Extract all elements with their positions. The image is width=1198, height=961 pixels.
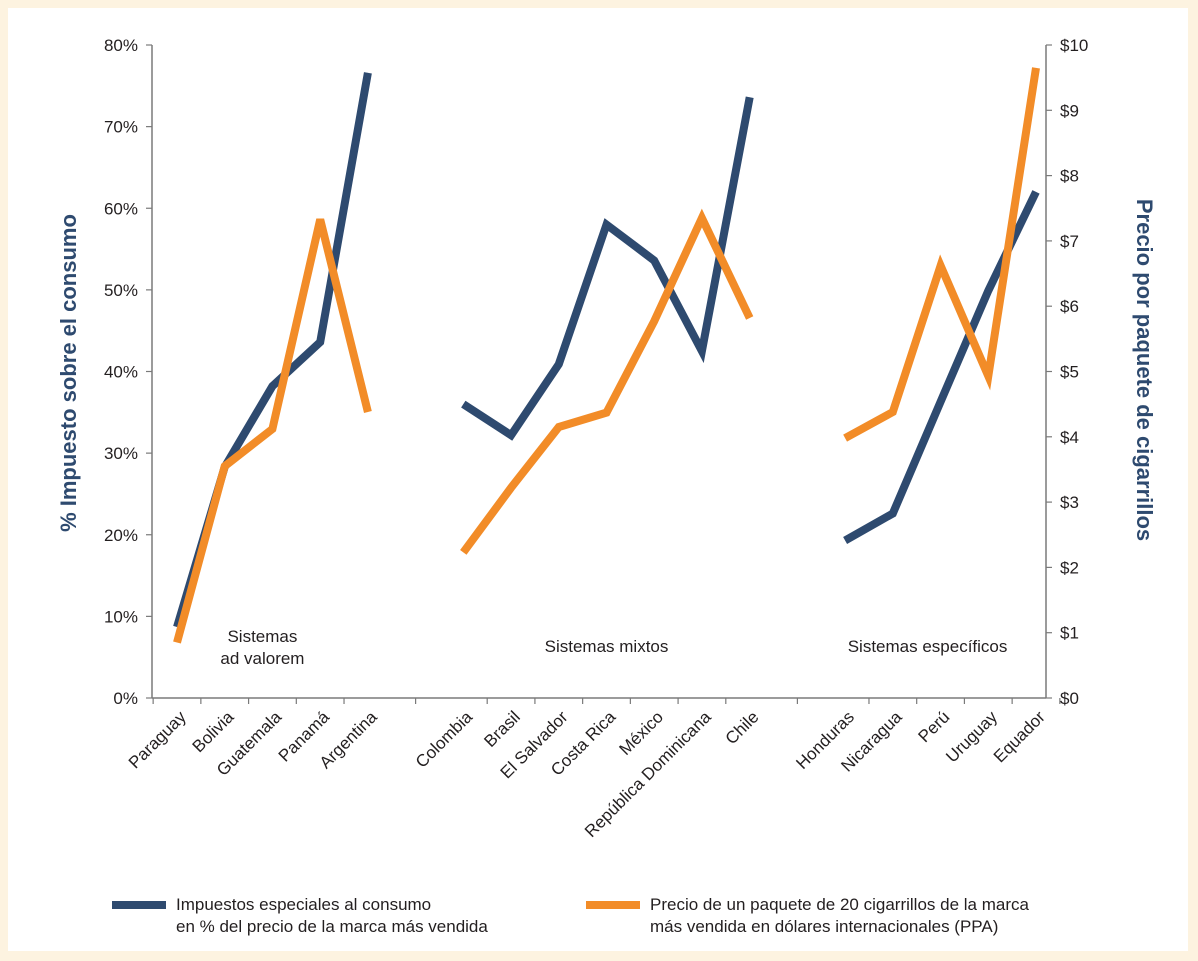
series-line-price [173,218,372,644]
left-tick-label: 10% [104,607,138,626]
right-tick-label: $5 [1060,363,1079,382]
series-line-tax [461,96,754,441]
legend-label-tax: Impuestos especiales al consumo en % del… [176,895,488,936]
right-tick-label: $6 [1060,297,1079,316]
category-label: Brasil [480,707,523,750]
legend-swatch-tax [112,901,166,909]
left-axis-title: % Impuesto sobre el consumo [56,214,81,532]
left-tick-label: 0% [113,689,138,708]
right-tick-label: $8 [1060,167,1079,186]
left-tick-label: 50% [104,281,138,300]
left-tick-label: 20% [104,526,138,545]
right-tick-label: $1 [1060,624,1079,643]
category-label: Paraguay [125,707,190,772]
left-tick-label: 30% [104,444,138,463]
left-axis-ticks: 0% 10% 20% 30% 40% 50% 60% 70% 80% [104,36,152,708]
category-label: Uruguay [942,707,1001,766]
legend-item-price: Precio de un paquete de 20 cigarrillos d… [586,894,1029,938]
legend-swatch-price [586,901,640,909]
right-tick-label: $0 [1060,689,1079,708]
right-tick-label: $10 [1060,36,1088,55]
series-lines [173,67,1040,644]
right-axis-ticks: $0 $1 $2 $3 $4 $5 $6 $7 $8 $9 $10 [1046,36,1088,708]
right-tick-label: $7 [1060,232,1079,251]
series-line-price [843,67,1040,442]
group-label: Sistemas mixtos [545,637,669,656]
category-label: Equador [990,707,1049,766]
series-line-price [460,208,754,555]
group-label: Sistemas específicos [848,637,1008,656]
left-tick-label: 80% [104,36,138,55]
chart-panel [8,8,1188,951]
legend-item-tax: Impuestos especiales al consumo en % del… [112,894,488,938]
left-tick-label: 70% [104,118,138,137]
category-label: Perú [915,707,954,746]
group-labels: Sistemas ad valorem Sistemas mixtos Sistema… [220,627,1007,668]
right-axis-title: Precio por paquete de cigarrillos [1132,199,1157,541]
right-tick-label: $9 [1060,101,1079,120]
right-tick-label: $3 [1060,493,1079,512]
left-tick-label: 40% [104,363,138,382]
category-label: Colombia [412,707,477,772]
group-label: Sistemas ad valorem [220,627,304,668]
category-label: Chile [722,707,763,748]
left-tick-label: 60% [104,199,138,218]
right-tick-label: $2 [1060,558,1079,577]
right-tick-label: $4 [1060,428,1079,447]
legend-label-price: Precio de un paquete de 20 cigarrillos d… [650,895,1029,936]
